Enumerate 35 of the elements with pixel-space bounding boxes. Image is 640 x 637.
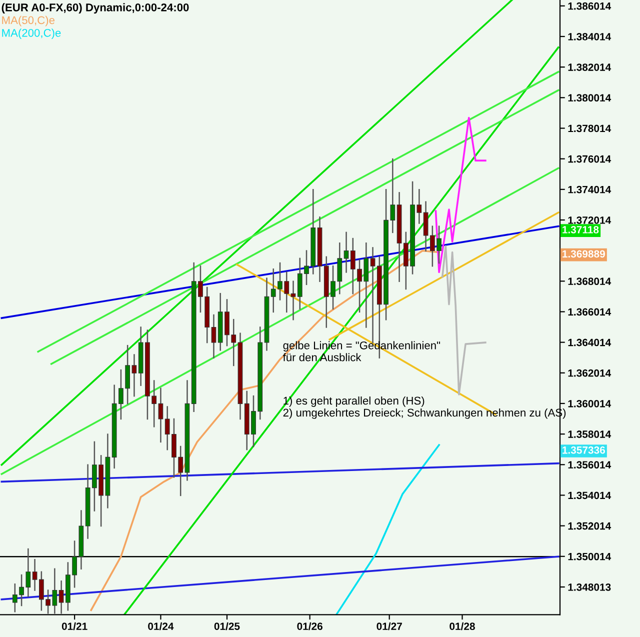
y-tick-label: 1.362014 <box>568 369 612 377</box>
y-tick-label: 1.366014 <box>568 308 612 316</box>
x-tick-label: 01/27 <box>376 622 402 630</box>
x-tick-label: 01/26 <box>297 622 322 630</box>
y-tick-label: 1.354014 <box>568 492 612 500</box>
line-series <box>335 444 440 615</box>
text: MA(200,C)e <box>2 28 61 40</box>
y-tick-label: 1.350014 <box>568 552 612 560</box>
text: 1.369889 <box>562 250 605 258</box>
y-tick-label: 1.384014 <box>568 32 612 40</box>
y-tick-label: 1.374014 <box>568 186 612 194</box>
x-tick-label: 01/28 <box>450 622 475 630</box>
y-tick-label: 1.386014 <box>568 2 612 10</box>
y-tick-label: 1.356014 <box>568 461 612 469</box>
y-tick-label: 1.382014 <box>568 64 612 71</box>
y-tick-label: 1.368014 <box>568 278 612 286</box>
y-tick-label: 1.378014 <box>568 124 612 132</box>
x-tick-label: 01/21 <box>62 622 88 630</box>
x-tick-label: 01/25 <box>214 622 240 630</box>
text: 1.37118 <box>562 226 599 234</box>
candlestick <box>290 280 296 320</box>
y-tick-label: 1.352014 <box>568 522 612 530</box>
chart-title: (EUR A0-FX,60) Dynamic,0:00-24:00 <box>2 3 189 14</box>
line-series <box>441 245 486 396</box>
y-tick-label: 1.380014 <box>568 94 612 102</box>
y-tick-label: 1.358014 <box>568 430 612 438</box>
y-tick-label: 1.364014 <box>568 338 612 346</box>
y-tick-label: 1.376014 <box>568 155 612 163</box>
y-tick-label: 1.372014 <box>568 216 612 224</box>
text: 1.357336 <box>562 446 605 454</box>
y-tick-label: 1.360014 <box>568 400 612 408</box>
y-tick-label: 1.348013 <box>568 583 611 591</box>
x-tick-label: 01/24 <box>148 622 174 630</box>
text: MA(50,C)e <box>2 16 55 26</box>
line-series <box>434 116 486 274</box>
